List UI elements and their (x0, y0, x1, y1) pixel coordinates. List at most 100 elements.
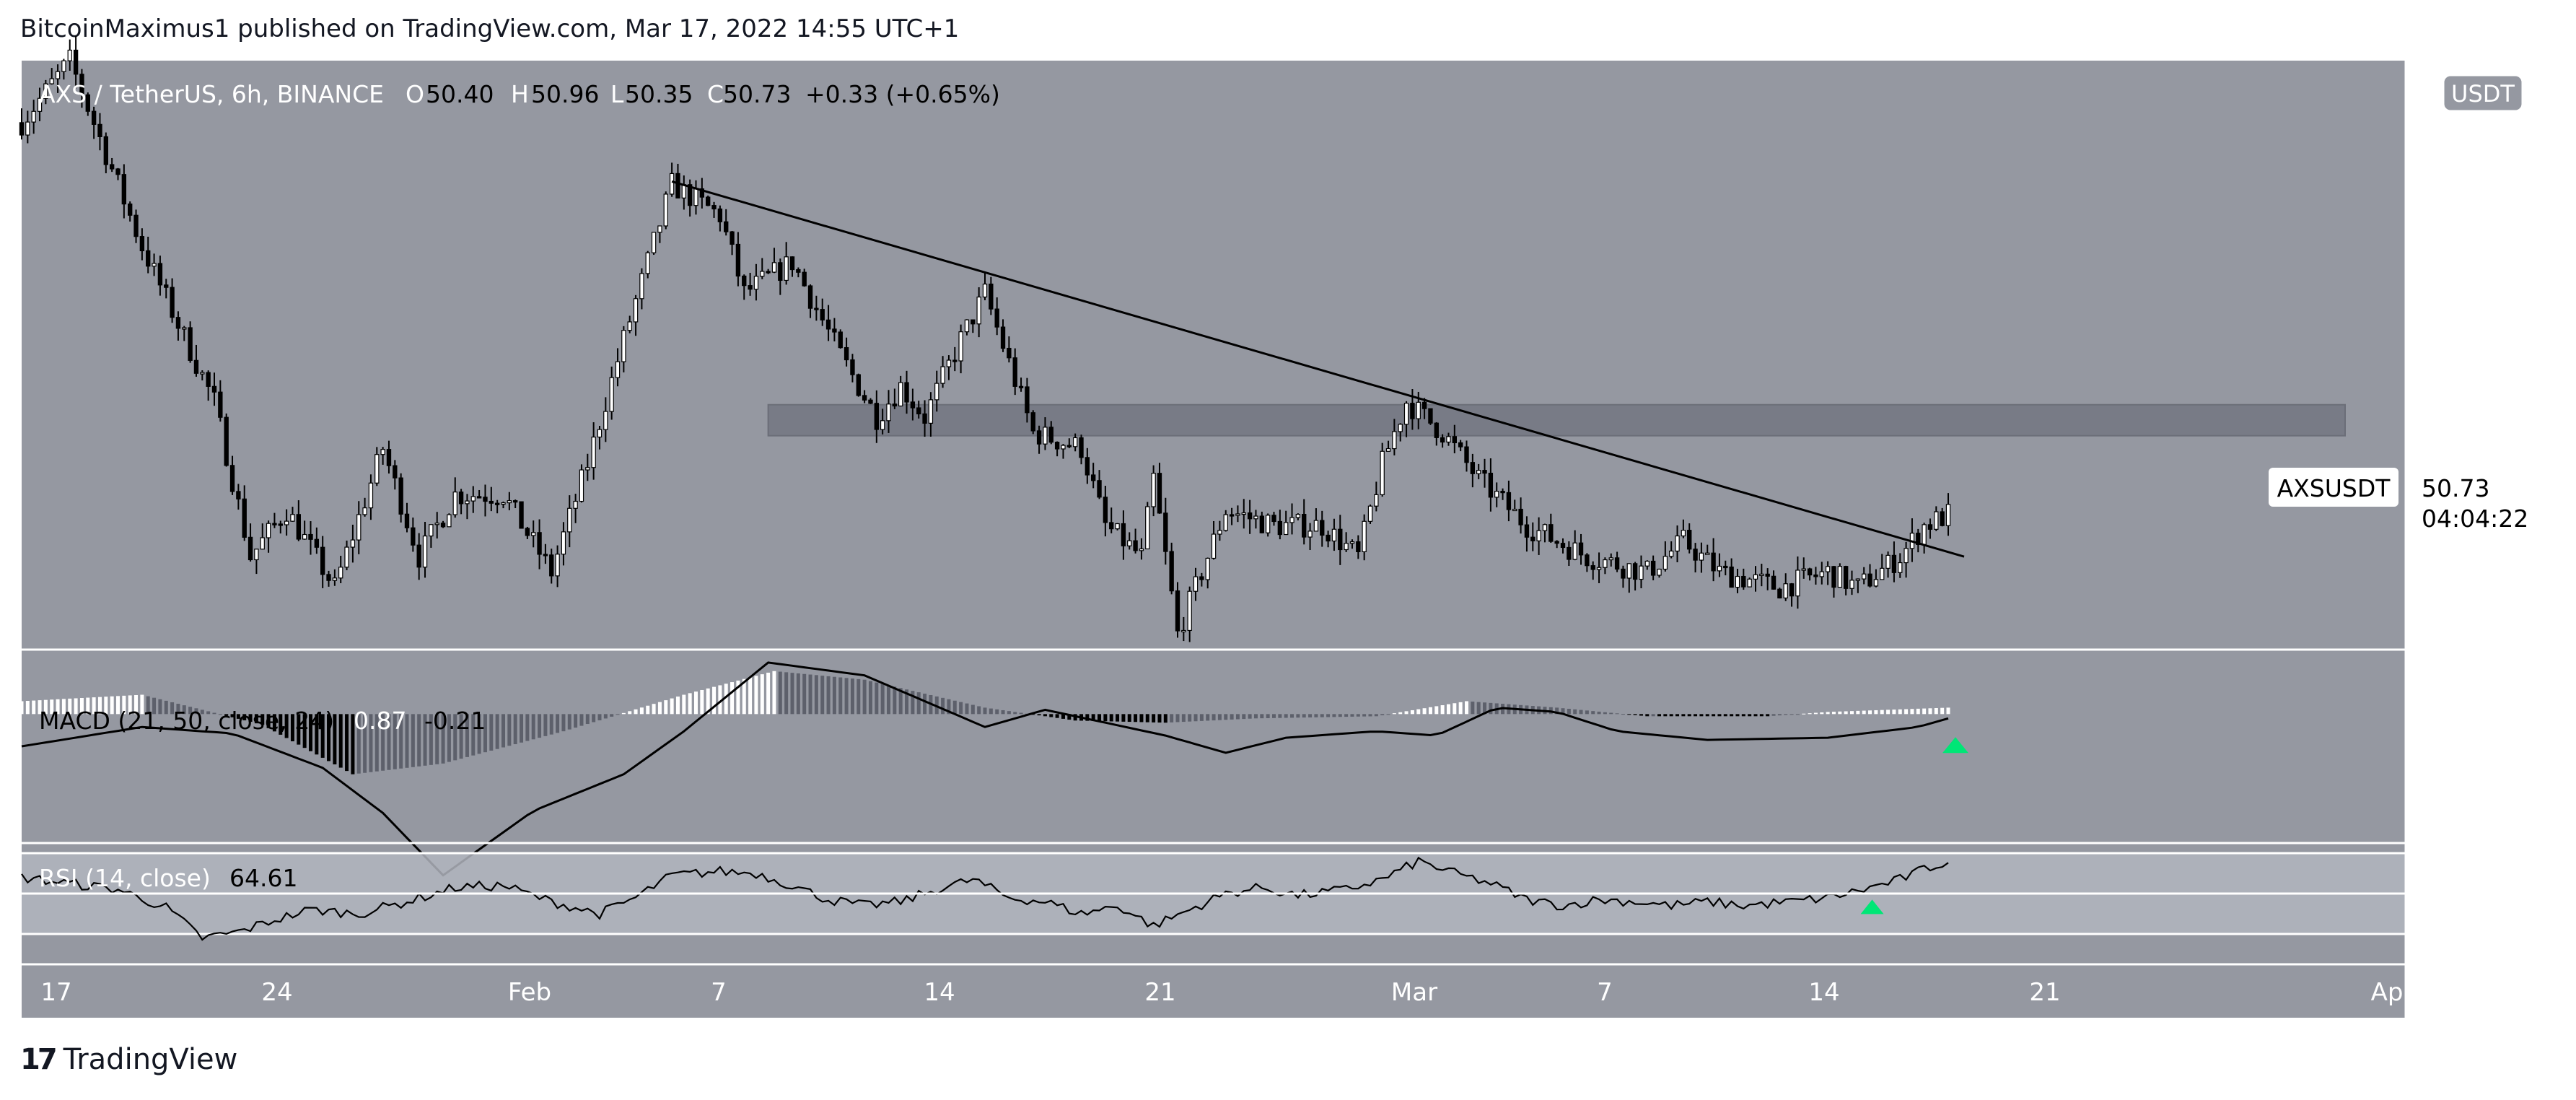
descending-trendline[interactable] (671, 180, 1965, 558)
macd-histogram-bar (941, 697, 945, 715)
macd-histogram-bar (520, 714, 524, 743)
macd-histogram-bar (1103, 714, 1108, 722)
candle (1320, 520, 1325, 536)
macd-histogram-bar (194, 708, 198, 715)
macd-histogram-bar (1037, 714, 1041, 716)
candle (663, 193, 668, 227)
candle (585, 467, 590, 471)
macd-histogram-bar (772, 671, 776, 715)
candle (43, 83, 48, 99)
candle (1723, 565, 1728, 569)
candle (886, 403, 891, 422)
macd-histogram-bar (1199, 714, 1204, 721)
macd-histogram-bar (158, 699, 162, 715)
candle (1873, 579, 1879, 587)
macd-histogram-bar (1766, 714, 1770, 717)
macd-histogram-bar (784, 672, 789, 715)
symbol-tag: AXSUSDT (2269, 468, 2398, 507)
macd-histogram-bar (543, 714, 548, 736)
time-axis[interactable]: 17 24 Feb 7 14 21 Mar 7 14 21 Ap (40, 978, 2403, 1007)
macd-histogram-bar (1145, 714, 1149, 723)
macd-histogram-bar (1808, 713, 1812, 715)
macd-histogram-bar (1838, 711, 1842, 715)
candle (573, 500, 578, 509)
candle (1831, 566, 1836, 588)
candle (1578, 542, 1584, 556)
candle (278, 523, 283, 526)
macd-histogram-bar (1116, 714, 1120, 722)
candle (1061, 445, 1066, 450)
macd-histogram-bar (556, 714, 560, 733)
macd-histogram-bar (844, 678, 849, 715)
time-axis-label: 14 (924, 978, 955, 1007)
macd-axis-label: −4.00 (2424, 786, 2500, 815)
macd-histogram-bar (850, 678, 854, 715)
candle (1699, 552, 1704, 561)
macd-histogram-bar (1380, 714, 1385, 715)
macd-histogram-bar (1127, 714, 1131, 723)
candle (103, 136, 108, 165)
macd-histogram-bar (248, 714, 253, 723)
candle (1771, 575, 1777, 590)
macd-histogram-bar (1290, 714, 1294, 718)
price-axis-label: 75.00 (2424, 124, 2494, 153)
candle (1819, 571, 1824, 577)
candle (1765, 573, 1770, 577)
macd-histogram-bar (1386, 714, 1390, 715)
macd-histogram-bar (1242, 714, 1246, 720)
macd-histogram-bar (25, 701, 30, 715)
macd-histogram-bar (1669, 714, 1673, 717)
candle (1632, 563, 1638, 580)
macd-histogram-bar (1567, 708, 1571, 715)
macd-histogram-bar (1880, 710, 1884, 715)
macd-histogram-bar (1826, 712, 1830, 715)
candle (952, 359, 958, 362)
candle (1753, 574, 1758, 580)
macd-histogram-bar (875, 682, 879, 715)
macd-histogram-bar (1483, 702, 1487, 715)
candle (1048, 427, 1053, 443)
candle (1434, 422, 1439, 438)
ohlc-open: 50.40 (426, 80, 494, 108)
time-axis-label: 17 (40, 978, 71, 1007)
macd-histogram-bar (1139, 714, 1144, 723)
candle (494, 502, 500, 505)
rsi-value: 64.61 (229, 864, 297, 892)
candle (272, 523, 277, 525)
candle (760, 271, 765, 277)
macd-histogram-bar (351, 714, 355, 774)
candle (73, 49, 79, 75)
macd-histogram-bar (1831, 712, 1836, 715)
price-legend: AXS / TetherUS, 6h, BINANCE O 50.40 H 50… (39, 80, 1000, 108)
macd-histogram-bar (1007, 711, 1011, 715)
candle (825, 319, 831, 330)
price-candles (19, 35, 1951, 642)
candle (368, 482, 374, 509)
candle (940, 366, 945, 384)
candle (916, 407, 921, 415)
macd-histogram-bar (1398, 712, 1403, 715)
macd-histogram-bar (1748, 714, 1752, 717)
macd-histogram-bar (1868, 710, 1872, 715)
candle (242, 498, 247, 538)
candle (182, 327, 187, 330)
candle (49, 78, 54, 84)
candle (236, 491, 241, 499)
macd-histogram-bar (862, 679, 867, 715)
macd-histogram-bar (1188, 714, 1192, 722)
candle (597, 429, 603, 438)
macd-histogram-bar (308, 714, 313, 751)
currency-button[interactable]: USDT (2442, 74, 2524, 113)
macd-histogram-bar (1302, 714, 1306, 718)
macd-histogram-bar (880, 684, 885, 715)
macd-histogram-bar (754, 676, 758, 715)
candle (1307, 531, 1313, 538)
candle (1349, 541, 1355, 544)
candle (458, 492, 464, 505)
candle (1066, 445, 1072, 448)
candle (1421, 401, 1427, 409)
macd-histogram-bar (1049, 714, 1053, 717)
macd-histogram-bar (682, 694, 686, 715)
candle (1428, 408, 1433, 424)
